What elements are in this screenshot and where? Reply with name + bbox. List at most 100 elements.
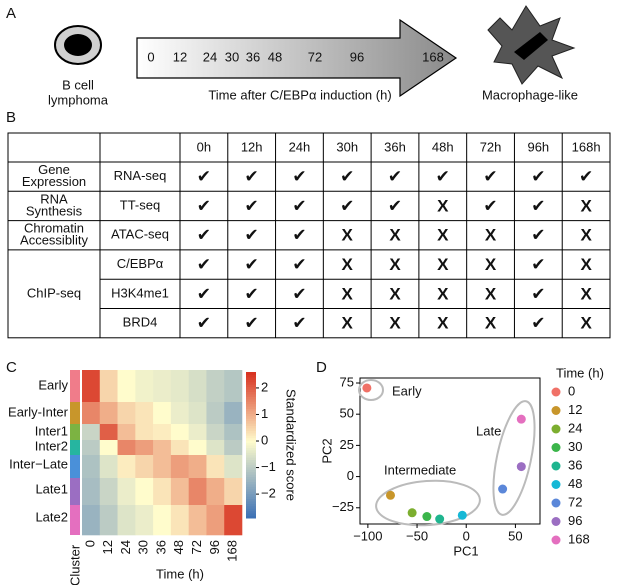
colorbar-step [246, 505, 256, 509]
time-label: 72 [308, 49, 322, 64]
point [516, 462, 526, 472]
point [422, 512, 432, 522]
cluster-bar [70, 424, 80, 440]
heat-cell [99, 370, 118, 403]
colorbar-tick-label: 1 [261, 406, 268, 421]
legend-swatch [551, 517, 561, 526]
x-tick-label: 30 [136, 540, 151, 554]
cell: ✔ [388, 167, 402, 186]
colorbar-step [246, 474, 256, 478]
colorbar-tick-label: 0 [261, 432, 268, 447]
colorbar-step [246, 454, 256, 458]
colorbar-step [246, 491, 256, 495]
column-header: 24h [289, 139, 311, 154]
colorbar-step [246, 476, 256, 480]
colorbar-step [246, 457, 256, 461]
heat-cell [170, 424, 189, 441]
cluster-label: Late2 [35, 509, 68, 524]
time-label: 30 [225, 49, 239, 64]
cell: X [485, 226, 497, 245]
colorbar-step [246, 425, 256, 429]
assay-label: C/EBPα [117, 256, 164, 271]
colorbar-step [246, 410, 256, 414]
colorbar-step [246, 508, 256, 512]
column-header: 48h [432, 139, 454, 154]
assay-label: H3K4me1 [111, 285, 169, 300]
colorbar-step [246, 437, 256, 441]
heat-cell [135, 478, 154, 506]
colorbar-title: Standardized score [284, 389, 299, 501]
cell: ✔ [197, 167, 211, 186]
x-tick-label: 0 [463, 528, 470, 543]
group-label: ChIP-seq [27, 285, 81, 300]
colorbar-step [246, 469, 256, 473]
heat-cell [170, 455, 189, 479]
cell: ✔ [292, 314, 306, 333]
group-label: Synthesis [26, 203, 83, 218]
heat-cell [82, 505, 101, 536]
cell: ✔ [483, 196, 497, 215]
colorbar-step [246, 483, 256, 487]
legend-label: 30 [568, 439, 582, 454]
colorbar-step [246, 447, 256, 451]
cell: ✔ [531, 284, 545, 303]
y-tick-label: 50 [340, 406, 354, 421]
heat-cell [117, 402, 136, 425]
heat-cell [82, 424, 101, 441]
heat-cell [117, 440, 136, 456]
cell: X [580, 226, 592, 245]
heat-cell [170, 370, 189, 403]
heat-cell [153, 505, 172, 536]
heat-cell [99, 424, 118, 441]
group-outline [358, 379, 384, 401]
point [516, 414, 526, 424]
cell: X [389, 314, 401, 333]
cell: ✔ [197, 226, 211, 245]
colorbar-step [246, 466, 256, 470]
colorbar-step [246, 415, 256, 419]
colorbar-step [246, 379, 256, 383]
heat-cell [117, 370, 136, 403]
heat-cell [188, 424, 207, 441]
heat-cell [188, 505, 207, 536]
heat-cell [82, 440, 101, 456]
heat-cell [188, 370, 207, 403]
cluster-bar [70, 478, 80, 505]
heat-cell [153, 370, 172, 403]
heat-cell [153, 402, 172, 425]
colorbar-step [246, 486, 256, 490]
cell: X [437, 255, 449, 274]
cell: ✔ [197, 255, 211, 274]
nucleus [64, 34, 92, 56]
point [498, 484, 508, 494]
colorbar-step [246, 500, 256, 504]
panel-label: A [6, 5, 16, 22]
x-tick-label: 50 [508, 528, 522, 543]
cluster-bar [70, 370, 80, 402]
colorbar-step [246, 464, 256, 468]
cell: X [342, 284, 354, 303]
start-label: lymphoma [48, 92, 109, 107]
x-tick-label: −50 [406, 528, 428, 543]
heat-cell [135, 505, 154, 536]
heat-cell [135, 370, 154, 403]
cell: X [485, 284, 497, 303]
heat-cell [153, 478, 172, 506]
heat-cell [135, 455, 154, 479]
group-label: Chromatin [24, 221, 84, 236]
point [457, 510, 467, 520]
legend-title: Time (h) [556, 365, 604, 380]
colorbar-step [246, 488, 256, 492]
cell: ✔ [245, 196, 259, 215]
heat-cell [153, 455, 172, 479]
y-tick-label: 0 [347, 468, 354, 483]
cell: X [485, 314, 497, 333]
time-arrow [136, 18, 458, 98]
heat-cell [188, 440, 207, 456]
heat-cell [135, 440, 154, 456]
cluster-bar [70, 402, 80, 424]
group-label: Gene [38, 162, 70, 177]
cell: ✔ [340, 196, 354, 215]
point [362, 383, 372, 393]
group-outline [492, 400, 536, 516]
